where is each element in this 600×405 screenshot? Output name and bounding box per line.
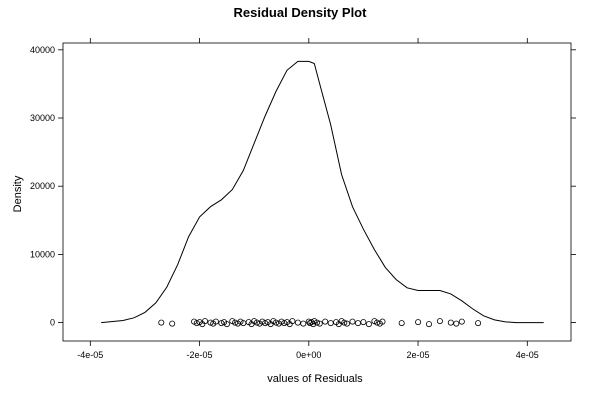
rug-point: [158, 319, 165, 326]
rug-point: [354, 320, 361, 327]
rug-point: [425, 321, 432, 328]
density-curve: [101, 60, 544, 324]
y-tick-label: 30000: [30, 113, 55, 123]
rug-point: [294, 319, 301, 326]
rug-point: [229, 318, 236, 325]
rug-point: [349, 318, 356, 325]
rug-point: [453, 320, 460, 327]
rug-point: [360, 319, 367, 326]
x-tick-label: 4e-05: [516, 350, 539, 360]
rug-point: [327, 320, 334, 327]
rug-point: [447, 319, 454, 326]
rug-point: [398, 320, 405, 327]
rug-point: [223, 321, 230, 328]
rug-point: [313, 319, 320, 326]
rug-point: [475, 320, 482, 327]
rug-point: [262, 320, 269, 327]
y-axis-label: Density: [12, 175, 24, 212]
rug-point: [415, 319, 422, 326]
rug-point: [212, 318, 219, 325]
rug-point: [316, 320, 323, 327]
rug-point: [365, 321, 372, 328]
rug-point: [218, 320, 225, 327]
rug-point: [272, 319, 279, 326]
rug-point: [436, 318, 443, 325]
chart-title: Residual Density Plot: [234, 5, 368, 20]
y-tick-label: 0: [50, 318, 55, 328]
rug-point: [343, 320, 350, 327]
rug-point: [289, 318, 296, 325]
rug-point: [341, 319, 348, 326]
rug-points: [158, 318, 482, 328]
x-tick-label: 0e+00: [296, 350, 321, 360]
x-tick-label: -4e-05: [77, 350, 103, 360]
y-tick-label: 40000: [30, 45, 55, 55]
rug-point: [322, 318, 329, 325]
y-tick-label: 10000: [30, 249, 55, 259]
x-tick-label: -2e-05: [187, 350, 213, 360]
y-tick-label: 20000: [30, 181, 55, 191]
rug-point: [300, 320, 307, 327]
rug-point: [379, 318, 386, 325]
rug-point: [201, 318, 208, 325]
axis-ticks: -4e-05 -2e-05 0e+00 2e-05 4e-05 0 10000 20000 30…: [30, 38, 576, 360]
rug-point: [237, 318, 244, 325]
rug-point: [458, 318, 465, 325]
x-axis-label: values of Residuals: [267, 373, 363, 385]
rug-point: [169, 320, 176, 327]
x-tick-label: 2e-05: [407, 350, 430, 360]
rug-point: [193, 320, 200, 327]
rug-point: [253, 319, 260, 326]
plot-frame: [62, 42, 572, 342]
rug-point: [310, 321, 317, 328]
rug-point: [281, 320, 288, 327]
